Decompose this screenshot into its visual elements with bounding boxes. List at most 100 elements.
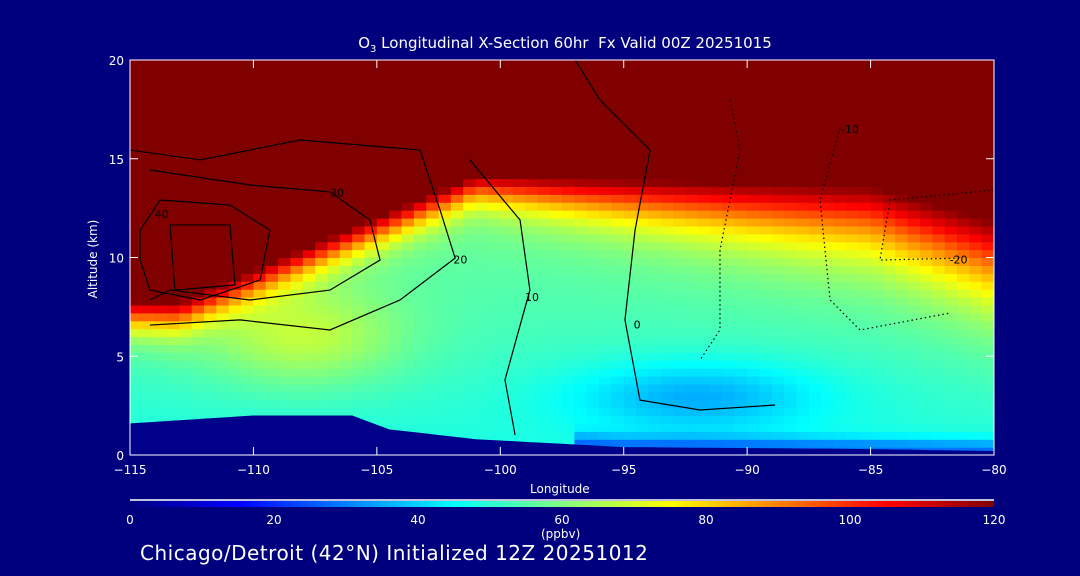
heat-cell: [895, 376, 909, 385]
heat-cell: [475, 218, 489, 227]
heat-cell: [586, 431, 600, 440]
heat-cell: [401, 297, 415, 306]
heat-cell: [808, 225, 822, 235]
heat-cell: [154, 60, 168, 69]
heat-cell: [253, 383, 267, 393]
heat-cell: [673, 67, 687, 77]
heat-cell: [253, 107, 267, 116]
heat-cell: [241, 162, 255, 172]
heat-cell: [969, 146, 983, 156]
heat-cell: [130, 312, 143, 322]
heat-cell: [747, 328, 761, 338]
heat-cell: [969, 289, 983, 298]
heat-cell: [599, 170, 612, 180]
heat-cell: [722, 376, 736, 385]
heat-cell: [636, 391, 649, 401]
heat-cell: [882, 407, 896, 417]
heat-cell: [956, 60, 970, 69]
heat-cell: [907, 60, 921, 69]
heat-cell: [401, 249, 415, 259]
heat-cell: [142, 154, 156, 164]
heat-cell: [179, 391, 193, 401]
heat-cell: [426, 415, 440, 424]
heat-cell: [191, 186, 205, 195]
heat-cell: [537, 202, 551, 211]
heat-cell: [808, 154, 822, 164]
heat-cell: [660, 131, 674, 140]
heat-cell: [315, 218, 329, 227]
heat-cell: [685, 218, 699, 227]
heat-cell: [364, 154, 378, 164]
heat-cell: [265, 115, 279, 124]
heat-cell: [241, 297, 255, 306]
heat-cell: [685, 407, 699, 417]
heat-cell: [352, 304, 366, 314]
heat-cell: [537, 407, 551, 417]
heat-cell: [216, 146, 230, 156]
heat-cell: [956, 202, 970, 211]
heat-cell: [907, 218, 921, 227]
heat-cell: [253, 391, 267, 401]
heat-cell: [907, 67, 921, 77]
heat-cell: [204, 383, 217, 393]
colorbar-tick-label: 100: [839, 513, 862, 527]
heat-cell: [858, 415, 872, 424]
heat-cell: [969, 344, 983, 353]
heat-cell: [352, 83, 366, 93]
heat-cell: [191, 265, 205, 274]
heat-cell: [747, 115, 761, 124]
heat-cell: [426, 162, 440, 172]
heat-cell: [660, 281, 674, 290]
heat-cell: [475, 83, 489, 93]
heat-cell: [833, 210, 847, 219]
heat-cell: [327, 202, 341, 211]
heat-cell: [747, 131, 761, 140]
heat-cell: [759, 202, 773, 211]
heat-cell: [253, 407, 267, 417]
heat-cell: [278, 297, 292, 306]
heat-cell: [216, 376, 230, 385]
heat-cell: [537, 383, 551, 393]
heat-cell: [734, 273, 748, 282]
heat-cell: [796, 202, 810, 211]
heat-cell: [290, 281, 304, 290]
heat-cell: [623, 60, 637, 69]
heat-cell: [574, 320, 588, 330]
heat-cell: [562, 415, 575, 424]
heat-cell: [524, 391, 538, 401]
heat-cell: [734, 186, 748, 195]
heat-cell: [253, 344, 267, 353]
heat-cell: [845, 170, 859, 180]
heat-cell: [821, 115, 835, 124]
heat-cell: [747, 202, 761, 211]
heat-cell: [932, 154, 946, 164]
heat-cell: [821, 249, 835, 259]
heat-cell: [611, 162, 625, 172]
heat-cell: [697, 297, 711, 306]
heat-cell: [487, 257, 501, 266]
heat-cell: [660, 344, 674, 353]
heat-cell: [845, 265, 859, 274]
heat-cell: [290, 257, 304, 266]
heat-cell: [944, 273, 958, 282]
heat-cell: [833, 399, 847, 409]
heat-cell: [426, 344, 440, 353]
heat-cell: [673, 154, 687, 164]
heat-cell: [475, 67, 489, 77]
heat-cell: [204, 265, 217, 274]
heat-cell: [808, 399, 822, 409]
heat-cell: [475, 328, 489, 338]
heat-cell: [204, 399, 217, 409]
heat-cell: [722, 360, 736, 369]
heat-cell: [364, 391, 378, 401]
heat-cell: [673, 344, 687, 353]
heat-cell: [796, 225, 810, 235]
heat-cell: [685, 265, 699, 274]
heat-cell: [191, 233, 205, 243]
heat-cell: [969, 320, 983, 330]
heat-cell: [771, 257, 785, 266]
heat-cell: [870, 225, 884, 235]
heat-cell: [512, 249, 526, 259]
heat-cell: [574, 399, 588, 409]
heat-cell: [710, 60, 724, 69]
